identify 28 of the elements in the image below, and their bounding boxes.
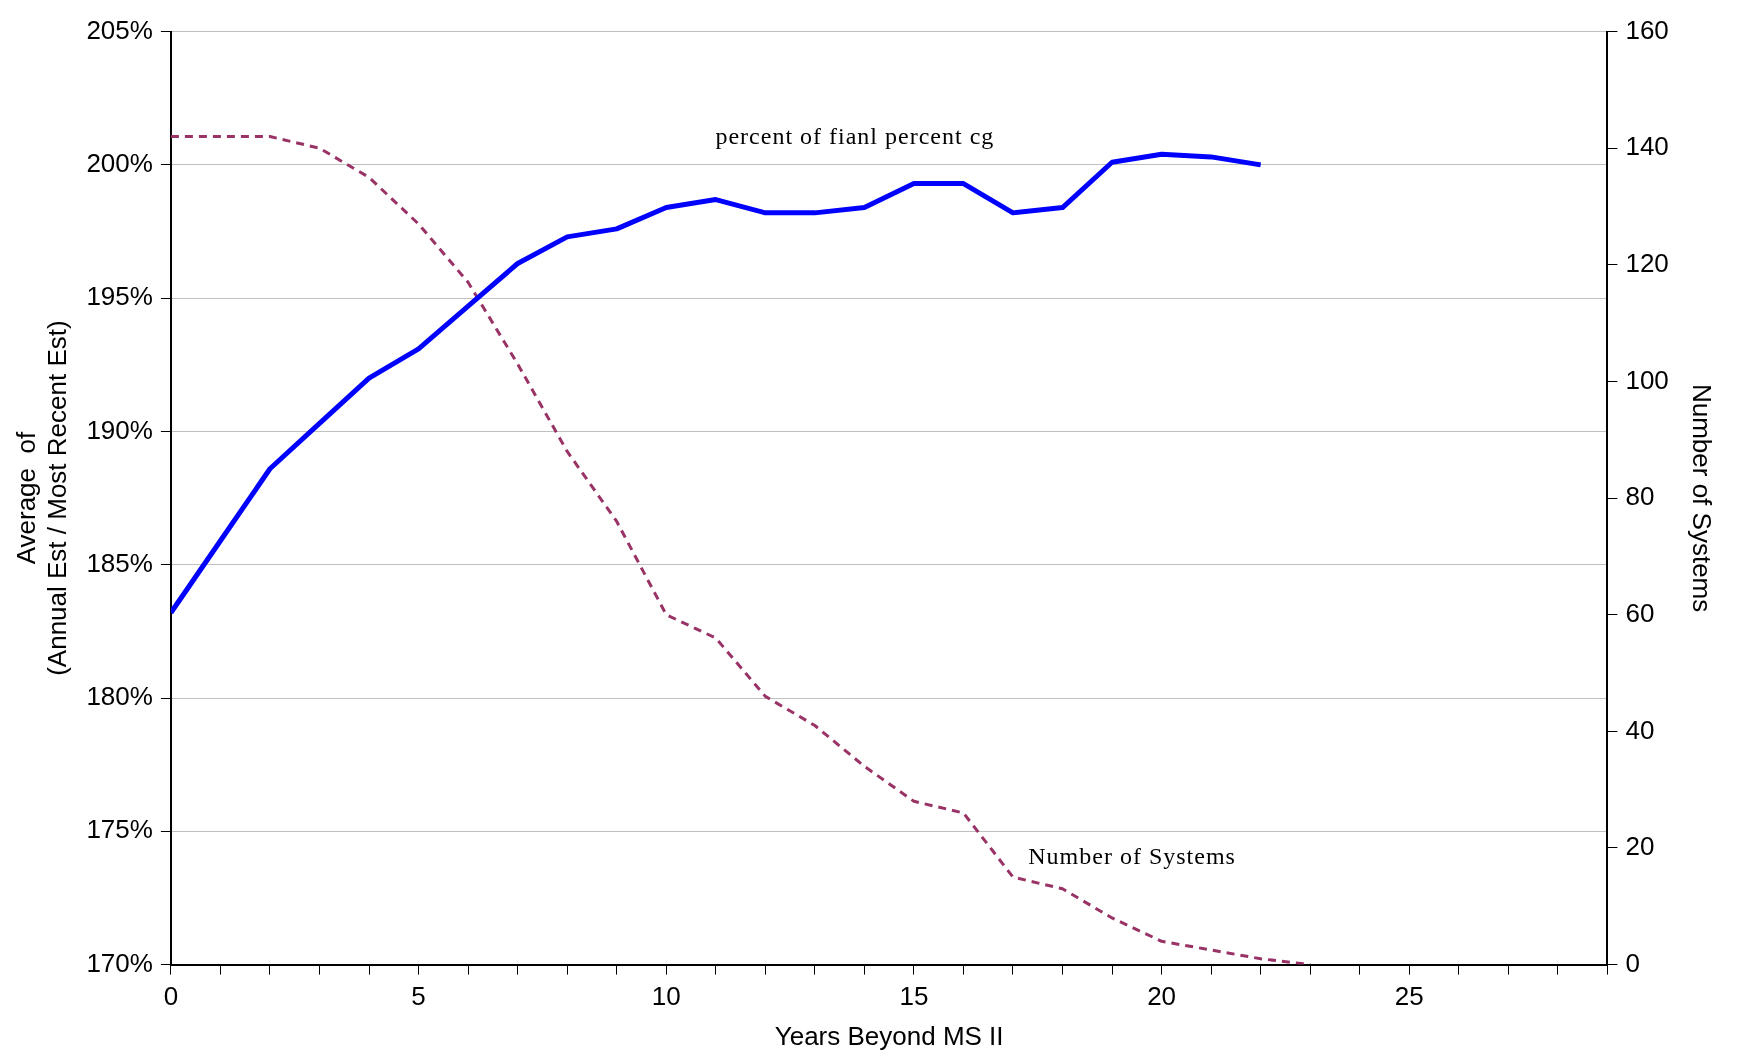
y-tick-label: 195%: [86, 281, 153, 312]
x-tick-label: 25: [1394, 981, 1424, 1012]
y2-axis-title: Number of Systems: [1687, 383, 1718, 613]
y2-tick-label: 60: [1625, 597, 1655, 628]
x-tick-label: 5: [411, 981, 426, 1012]
y-tick-label: 205%: [86, 14, 153, 45]
x-tick-label: 20: [1147, 981, 1177, 1012]
y-axis-title: Average of (Annual Est / Most Recent Est): [10, 320, 72, 676]
y-tick-label: 175%: [86, 814, 153, 845]
y-tick-label: 185%: [86, 547, 153, 578]
series-label: percent of fianl percent cg: [715, 123, 995, 150]
y2-tick-label: 140: [1625, 131, 1669, 162]
x-tick-label: 15: [899, 981, 929, 1012]
y-tick-label: 170%: [86, 947, 153, 978]
y2-tick-label: 20: [1625, 831, 1655, 862]
y2-tick-label: 80: [1625, 481, 1655, 512]
series-label: Number of Systems: [1028, 843, 1236, 870]
y-tick-label: 200%: [86, 148, 153, 179]
y2-tick-label: 120: [1625, 248, 1669, 279]
y2-tick-label: 100: [1625, 364, 1669, 395]
y2-tick-label: 0: [1625, 947, 1640, 978]
y-tick-label: 180%: [86, 681, 153, 712]
y2-tick-label: 160: [1625, 14, 1669, 45]
x-tick-label: 0: [163, 981, 179, 1012]
x-tick-label: 10: [651, 981, 681, 1012]
x-axis-title: Years Beyond MS II: [774, 1020, 1004, 1051]
y-tick-label: 190%: [86, 414, 153, 445]
y2-tick-label: 40: [1625, 714, 1655, 745]
